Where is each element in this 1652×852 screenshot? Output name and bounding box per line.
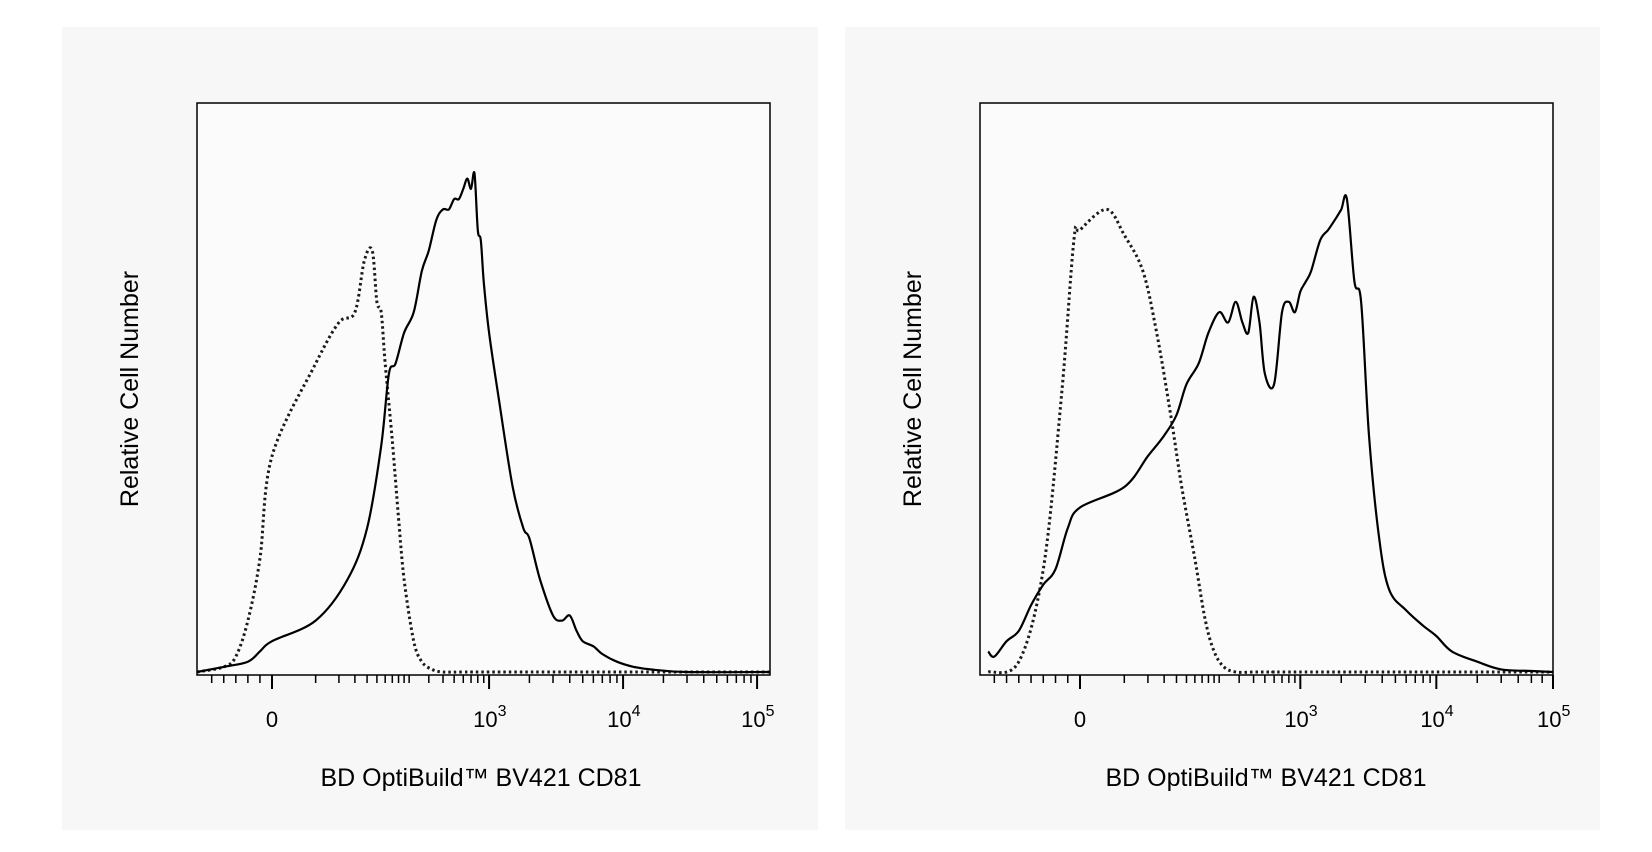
minor-ticks	[993, 675, 1543, 683]
series-dotted-isotype-curve	[987, 207, 1553, 675]
series-solid-stained-curve	[987, 194, 1554, 674]
x-axis-label: BD OptiBuild™ BV421 CD81	[321, 764, 642, 792]
series-dotted-isotype-curve	[196, 246, 770, 674]
plot-frame	[979, 102, 1554, 676]
major-ticks	[1079, 675, 1554, 689]
major-ticks	[271, 675, 759, 689]
tick-labels: 0 103 104 105	[1074, 703, 1571, 732]
x-tick-label-exponent: 5	[1561, 703, 1570, 720]
plot-area: 0 103 104 105	[196, 102, 775, 732]
plot-frame	[196, 102, 771, 676]
x-tick-label-exponent: 3	[498, 703, 507, 720]
x-tick-label: 0	[266, 707, 278, 732]
panel-1: 0 103 104 105 Relative Cell Number BD OptiB…	[62, 27, 818, 830]
minor-ticks	[210, 675, 752, 683]
x-tick-label-exponent: 4	[1445, 703, 1454, 720]
x-tick-label-exponent: 3	[1309, 703, 1318, 720]
y-axis-label: Relative Cell Number	[899, 271, 927, 507]
x-tick-label: 0	[1074, 707, 1086, 732]
series-solid-stained-curve	[196, 170, 771, 674]
y-axis-label: Relative Cell Number	[116, 271, 144, 507]
panel-2: 0 103 104 105 Relative Cell Number BD OptiB…	[845, 27, 1600, 830]
x-axis-label: BD OptiBuild™ BV421 CD81	[1106, 764, 1427, 792]
x-tick-label-exponent: 5	[766, 703, 775, 720]
plot-area: 0 103 104 105	[979, 102, 1571, 732]
x-tick-label-exponent: 4	[632, 703, 641, 720]
